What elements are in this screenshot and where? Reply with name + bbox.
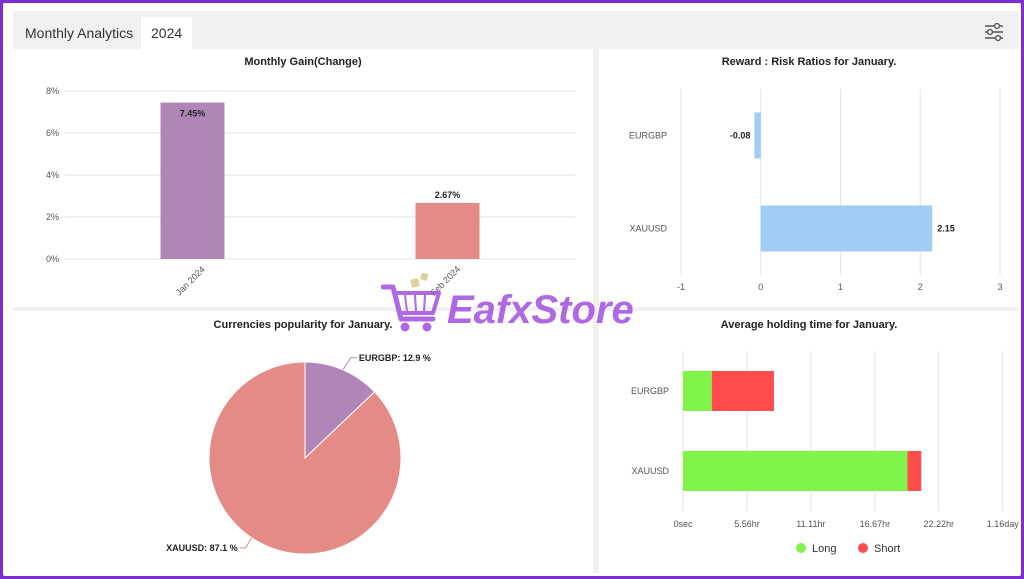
holding-time-chart: 0sec 5.56hr 11.11hr 16.67hr 22.22hr 1.16day EU…: [631, 351, 1019, 555]
reward-risk-card: Reward : Risk Ratios for January. -1 0 1 2 3…: [599, 49, 1019, 307]
x-tick-label: 1.16day: [987, 519, 1019, 529]
x-tick-label: Feb 2024: [428, 264, 462, 298]
x-tick-label: Jan 2024: [174, 264, 207, 297]
bar: [415, 202, 480, 259]
bar-data-label: 2.15: [937, 224, 955, 234]
legend-marker: [796, 543, 806, 553]
x-tick-label: 1: [838, 282, 843, 292]
currencies-popularity-title: Currencies popularity for January.: [213, 319, 393, 331]
currencies-popularity-card: Currencies popularity for January. EURGB…: [13, 311, 593, 573]
stacked-bar-segment: [711, 371, 774, 411]
x-tick-label: 2: [918, 282, 923, 292]
monthly-gain-chart: 0% 2% 4% 6% 8% 7.45% Jan 2024 2.67% Feb 2024: [46, 86, 575, 298]
y-tick-label: 0%: [46, 254, 59, 264]
y-tick-label: 2%: [46, 212, 59, 222]
y-tick-label: XAUUSD: [631, 466, 669, 476]
y-tick-label: 8%: [46, 86, 59, 96]
reward-risk-chart: -1 0 1 2 3 EURGBP -0.08 XAUUSD 2.15: [629, 89, 1003, 292]
holding-time-card: Average holding time for January. 0sec 5.…: [599, 311, 1019, 573]
x-tick-label: 5.56hr: [734, 519, 760, 529]
bar: [160, 102, 225, 259]
bar-data-label: 2.67%: [435, 190, 461, 200]
legend-label: Long: [812, 543, 836, 555]
y-tick-label: EURGBP: [631, 386, 669, 396]
tab-year[interactable]: 2024: [141, 17, 193, 49]
y-tick-label: 4%: [46, 170, 59, 180]
x-tick-label: 11.11hr: [796, 519, 825, 529]
pie-connector: [239, 537, 253, 549]
x-tick-label: 0sec: [673, 519, 693, 529]
x-tick-label: 22.22hr: [924, 519, 955, 529]
analytics-panel: Monthly Analytics 2024 Monthly Gain(Chan…: [13, 11, 1019, 573]
y-tick-label: XAUUSD: [629, 224, 667, 234]
bar: [760, 205, 933, 252]
holding-time-title: Average holding time for January.: [720, 319, 898, 331]
tab-bar: Monthly Analytics 2024: [13, 11, 1019, 49]
monthly-gain-title: Monthly Gain(Change): [244, 56, 362, 68]
stacked-bar-segment: [907, 451, 922, 491]
bar: [754, 112, 761, 159]
pie-slice: [208, 361, 402, 555]
currencies-pie-chart: EURGBP: 12.9 % XAUUSD: 87.1 %: [166, 353, 431, 555]
x-tick-label: -1: [677, 282, 685, 292]
x-tick-label: 3: [997, 282, 1002, 292]
y-tick-label: 6%: [46, 128, 59, 138]
y-tick-label: EURGBP: [629, 131, 667, 141]
pie-data-label: XAUUSD: 87.1 %: [166, 543, 238, 553]
app-frame: Monthly Analytics 2024 Monthly Gain(Chan…: [3, 3, 1021, 576]
legend-marker: [858, 543, 868, 553]
sliders-icon[interactable]: [983, 21, 1005, 43]
pie-data-label: EURGBP: 12.9 %: [359, 353, 431, 363]
pie-connector: [342, 357, 357, 371]
x-tick-label: 16.67hr: [860, 519, 891, 529]
bar-data-label: -0.08: [730, 131, 751, 141]
tab-monthly-analytics[interactable]: Monthly Analytics: [25, 25, 134, 41]
bar-data-label: 7.45%: [180, 109, 206, 119]
stacked-bar-segment: [683, 451, 908, 491]
stacked-bar-segment: [683, 371, 712, 411]
monthly-gain-card: Monthly Gain(Change) 0% 2% 4% 6% 8% 7.45% Jan …: [13, 49, 593, 307]
reward-risk-title: Reward : Risk Ratios for January.: [721, 56, 897, 68]
x-tick-label: 0: [758, 282, 763, 292]
legend-label: Short: [874, 543, 900, 555]
